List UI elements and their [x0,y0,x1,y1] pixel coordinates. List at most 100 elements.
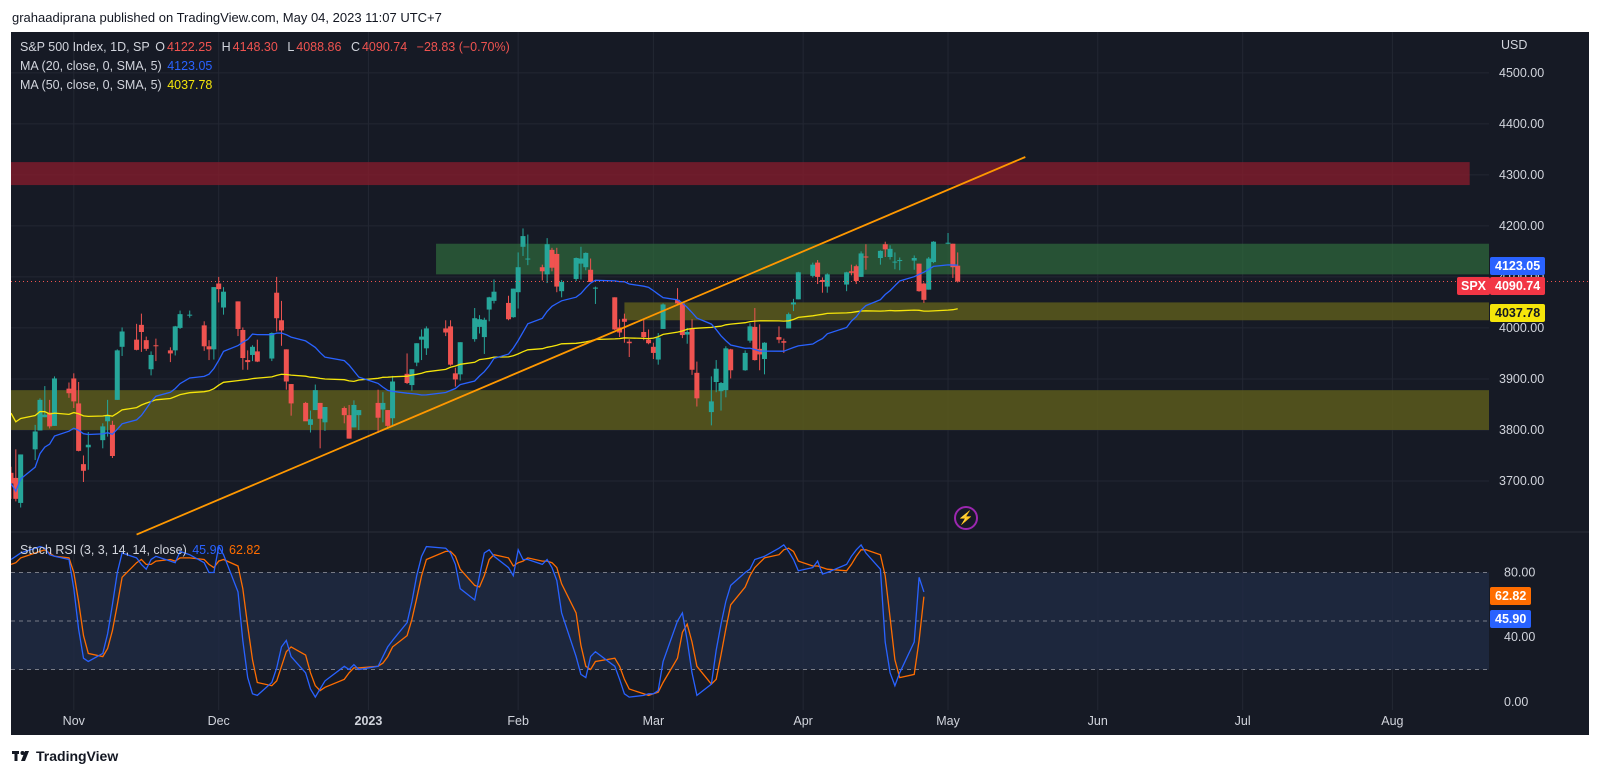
candle-body [911,258,917,261]
candle-body [549,249,555,268]
candle-body [351,404,357,428]
spx-symbol-label: SPX [1457,277,1491,295]
lightning-icon[interactable]: ⚡ [954,506,978,530]
candle-body [13,477,19,499]
candle-body [863,256,869,258]
currency-label: USD [1501,38,1528,52]
candle-body [380,402,386,410]
candle-body [882,244,888,250]
candle-body [221,291,227,308]
candle-body [650,346,656,353]
candle-body [457,342,463,375]
candle-body [858,253,864,277]
candle-body [728,349,734,371]
candle-body [278,320,284,331]
candle-body [245,360,251,363]
stoch-legend-d: 62.82 [229,543,261,557]
time-tick-label: Jul [1235,714,1251,728]
legend-change: −28.83 (−0.70%) [416,40,510,54]
candle-body [578,258,584,264]
stoch-tick-label: 80.00 [1504,565,1535,579]
tradingview-brand[interactable]: TradingView [12,748,118,764]
candle-body [240,329,246,359]
candle-body [723,348,729,391]
candle-body [216,283,222,290]
candle-body [341,408,347,416]
candle-body [742,352,748,371]
candle-body [76,403,82,451]
candle-body [955,265,961,282]
legend-close: 4090.74 [361,40,408,54]
candle-body [815,262,821,277]
candle-body [472,318,478,340]
candle-body [452,373,458,380]
candle-body [824,274,830,287]
candle-body [588,269,594,282]
candle-body [138,324,144,332]
stoch-tick-label: 40.00 [1504,630,1535,644]
moving-averages-layer [11,264,1589,493]
price-tick-label: 4500.00 [1499,66,1544,80]
ma50-legend-value: 4037.78 [167,78,213,92]
candle-body [505,302,511,320]
candle-body [931,241,937,263]
candle-body [747,326,753,341]
candle-body [105,415,111,422]
candle-body [206,346,212,350]
candle-body [114,350,120,400]
candle-body [897,260,903,262]
stoch-k-line [11,543,925,699]
stoch-k-price-label: 45.90 [1490,610,1532,628]
candle-body [211,287,217,350]
candle-body [109,424,115,456]
candle-body [718,383,724,392]
candle-body [177,314,183,328]
candle-body [66,388,72,394]
main-legend: S&P 500 Index, 1D, SP O 4122.25 H 4148.30 … [20,40,512,54]
price-tick-label: 4200.00 [1499,219,1544,233]
uptrend-line [136,156,1026,536]
ma20-price-label: 4123.05 [1490,257,1546,275]
ma20-legend: MA (20, close, 0, SMA, 5) 4123.05 [20,59,214,73]
candle-body [554,253,560,287]
candle-body [515,267,521,293]
stoch-legend-label: Stoch RSI (3, 3, 14, 14, close) [20,543,187,557]
price-tick-label: 3800.00 [1499,423,1544,437]
legend-high: 4148.30 [232,40,278,54]
candle-body [148,354,154,370]
candle-body [356,410,362,416]
chart-canvas[interactable]: 4500.004400.004300.004200.004100.004000.… [11,32,1589,735]
candle-body [655,337,661,360]
time-tick-label: 2023 [355,714,383,728]
candle-body [42,414,48,418]
candle-body [288,384,294,404]
candle-body [404,373,410,384]
candle-body [592,287,598,289]
candle-body [187,314,193,316]
candle-body [346,415,352,439]
candle-body [153,345,159,347]
candle-body [892,261,898,263]
candle-body [375,402,381,418]
candle-body [646,339,652,344]
candle-body [312,390,318,411]
candle-body [322,407,328,423]
candle-body [781,341,787,343]
candle-body [612,297,618,330]
candle-body [790,302,796,305]
time-tick-label: Nov [63,714,86,728]
candle-body [921,283,927,300]
candle-body [950,243,956,268]
candle-body [573,258,579,279]
candle-body [51,378,57,426]
candle-body [307,419,313,425]
candle-body [283,349,289,382]
candle-body [887,248,893,257]
stoch-legend: Stoch RSI (3, 3, 14, 14, close) 45.90 62… [20,543,262,557]
candle-body [235,301,241,329]
chart-panel[interactable]: 4500.004400.004300.004200.004100.004000.… [11,32,1589,735]
time-tick-label: Jun [1088,714,1108,728]
candle-body [32,431,38,450]
price-tick-label: 3900.00 [1499,372,1544,386]
ma50-price-label: 4037.78 [1490,304,1546,322]
